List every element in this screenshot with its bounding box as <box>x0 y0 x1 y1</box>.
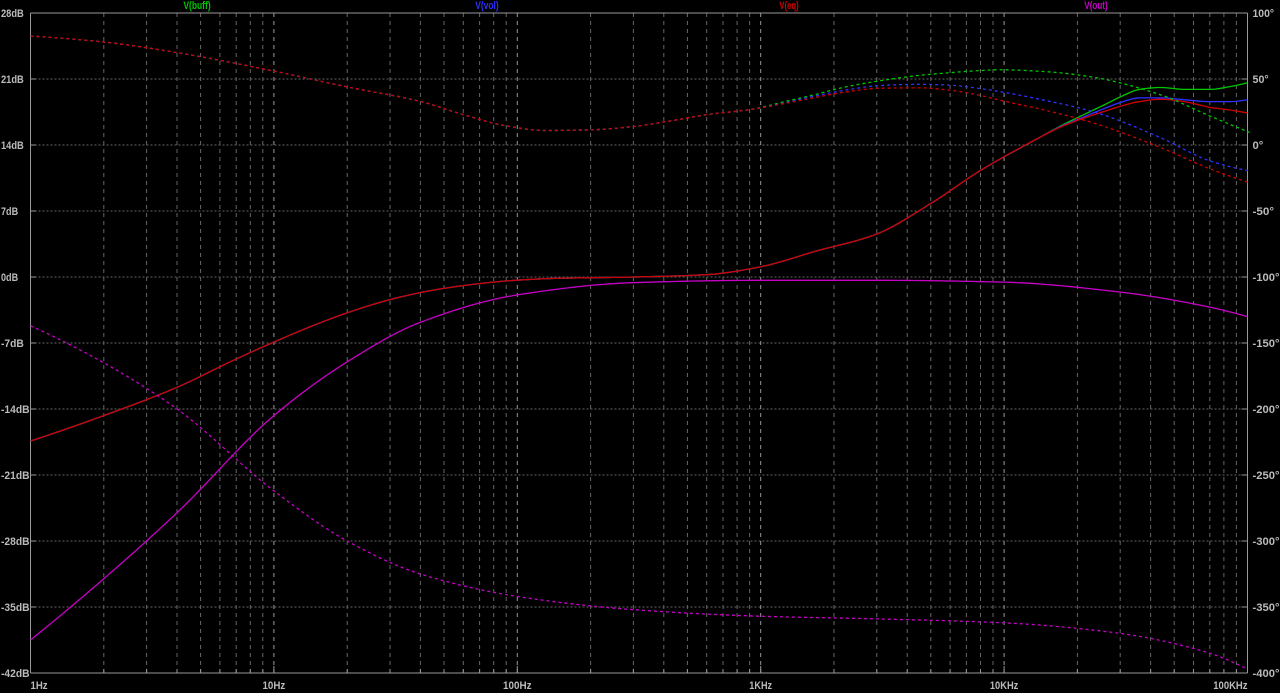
svg-text:100KHz: 100KHz <box>1213 680 1248 692</box>
svg-text:14dB: 14dB <box>1 140 24 152</box>
svg-text:-350°: -350° <box>1253 602 1280 614</box>
svg-text:V(out): V(out) <box>1084 0 1108 12</box>
svg-text:V(buff): V(buff) <box>183 0 211 12</box>
svg-text:100Hz: 100Hz <box>503 680 532 692</box>
svg-text:-250°: -250° <box>1253 470 1280 482</box>
svg-text:-300°: -300° <box>1253 536 1280 548</box>
svg-text:-21dB: -21dB <box>1 470 30 482</box>
svg-text:-14dB: -14dB <box>1 404 30 416</box>
svg-text:V(vol): V(vol) <box>475 0 499 12</box>
svg-text:1Hz: 1Hz <box>31 680 49 692</box>
svg-text:-35dB: -35dB <box>1 602 30 614</box>
svg-text:-50°: -50° <box>1253 206 1275 218</box>
svg-text:-100°: -100° <box>1253 272 1280 284</box>
svg-text:7dB: 7dB <box>1 206 18 218</box>
svg-text:-150°: -150° <box>1253 338 1280 350</box>
svg-text:21dB: 21dB <box>1 74 24 86</box>
svg-text:0°: 0° <box>1253 140 1264 152</box>
svg-text:-42dB: -42dB <box>1 668 30 680</box>
svg-text:1KHz: 1KHz <box>749 680 772 692</box>
svg-text:50°: 50° <box>1253 74 1269 86</box>
svg-text:-28dB: -28dB <box>1 536 30 548</box>
svg-text:0dB: 0dB <box>1 272 18 284</box>
svg-text:100°: 100° <box>1253 8 1275 20</box>
svg-text:-200°: -200° <box>1253 404 1280 416</box>
svg-text:-400°: -400° <box>1253 668 1280 680</box>
svg-text:V(eq): V(eq) <box>779 0 799 12</box>
svg-text:28dB: 28dB <box>1 8 24 20</box>
svg-text:-7dB: -7dB <box>1 338 24 350</box>
svg-text:10Hz: 10Hz <box>263 680 286 692</box>
svg-text:10KHz: 10KHz <box>990 680 1019 692</box>
